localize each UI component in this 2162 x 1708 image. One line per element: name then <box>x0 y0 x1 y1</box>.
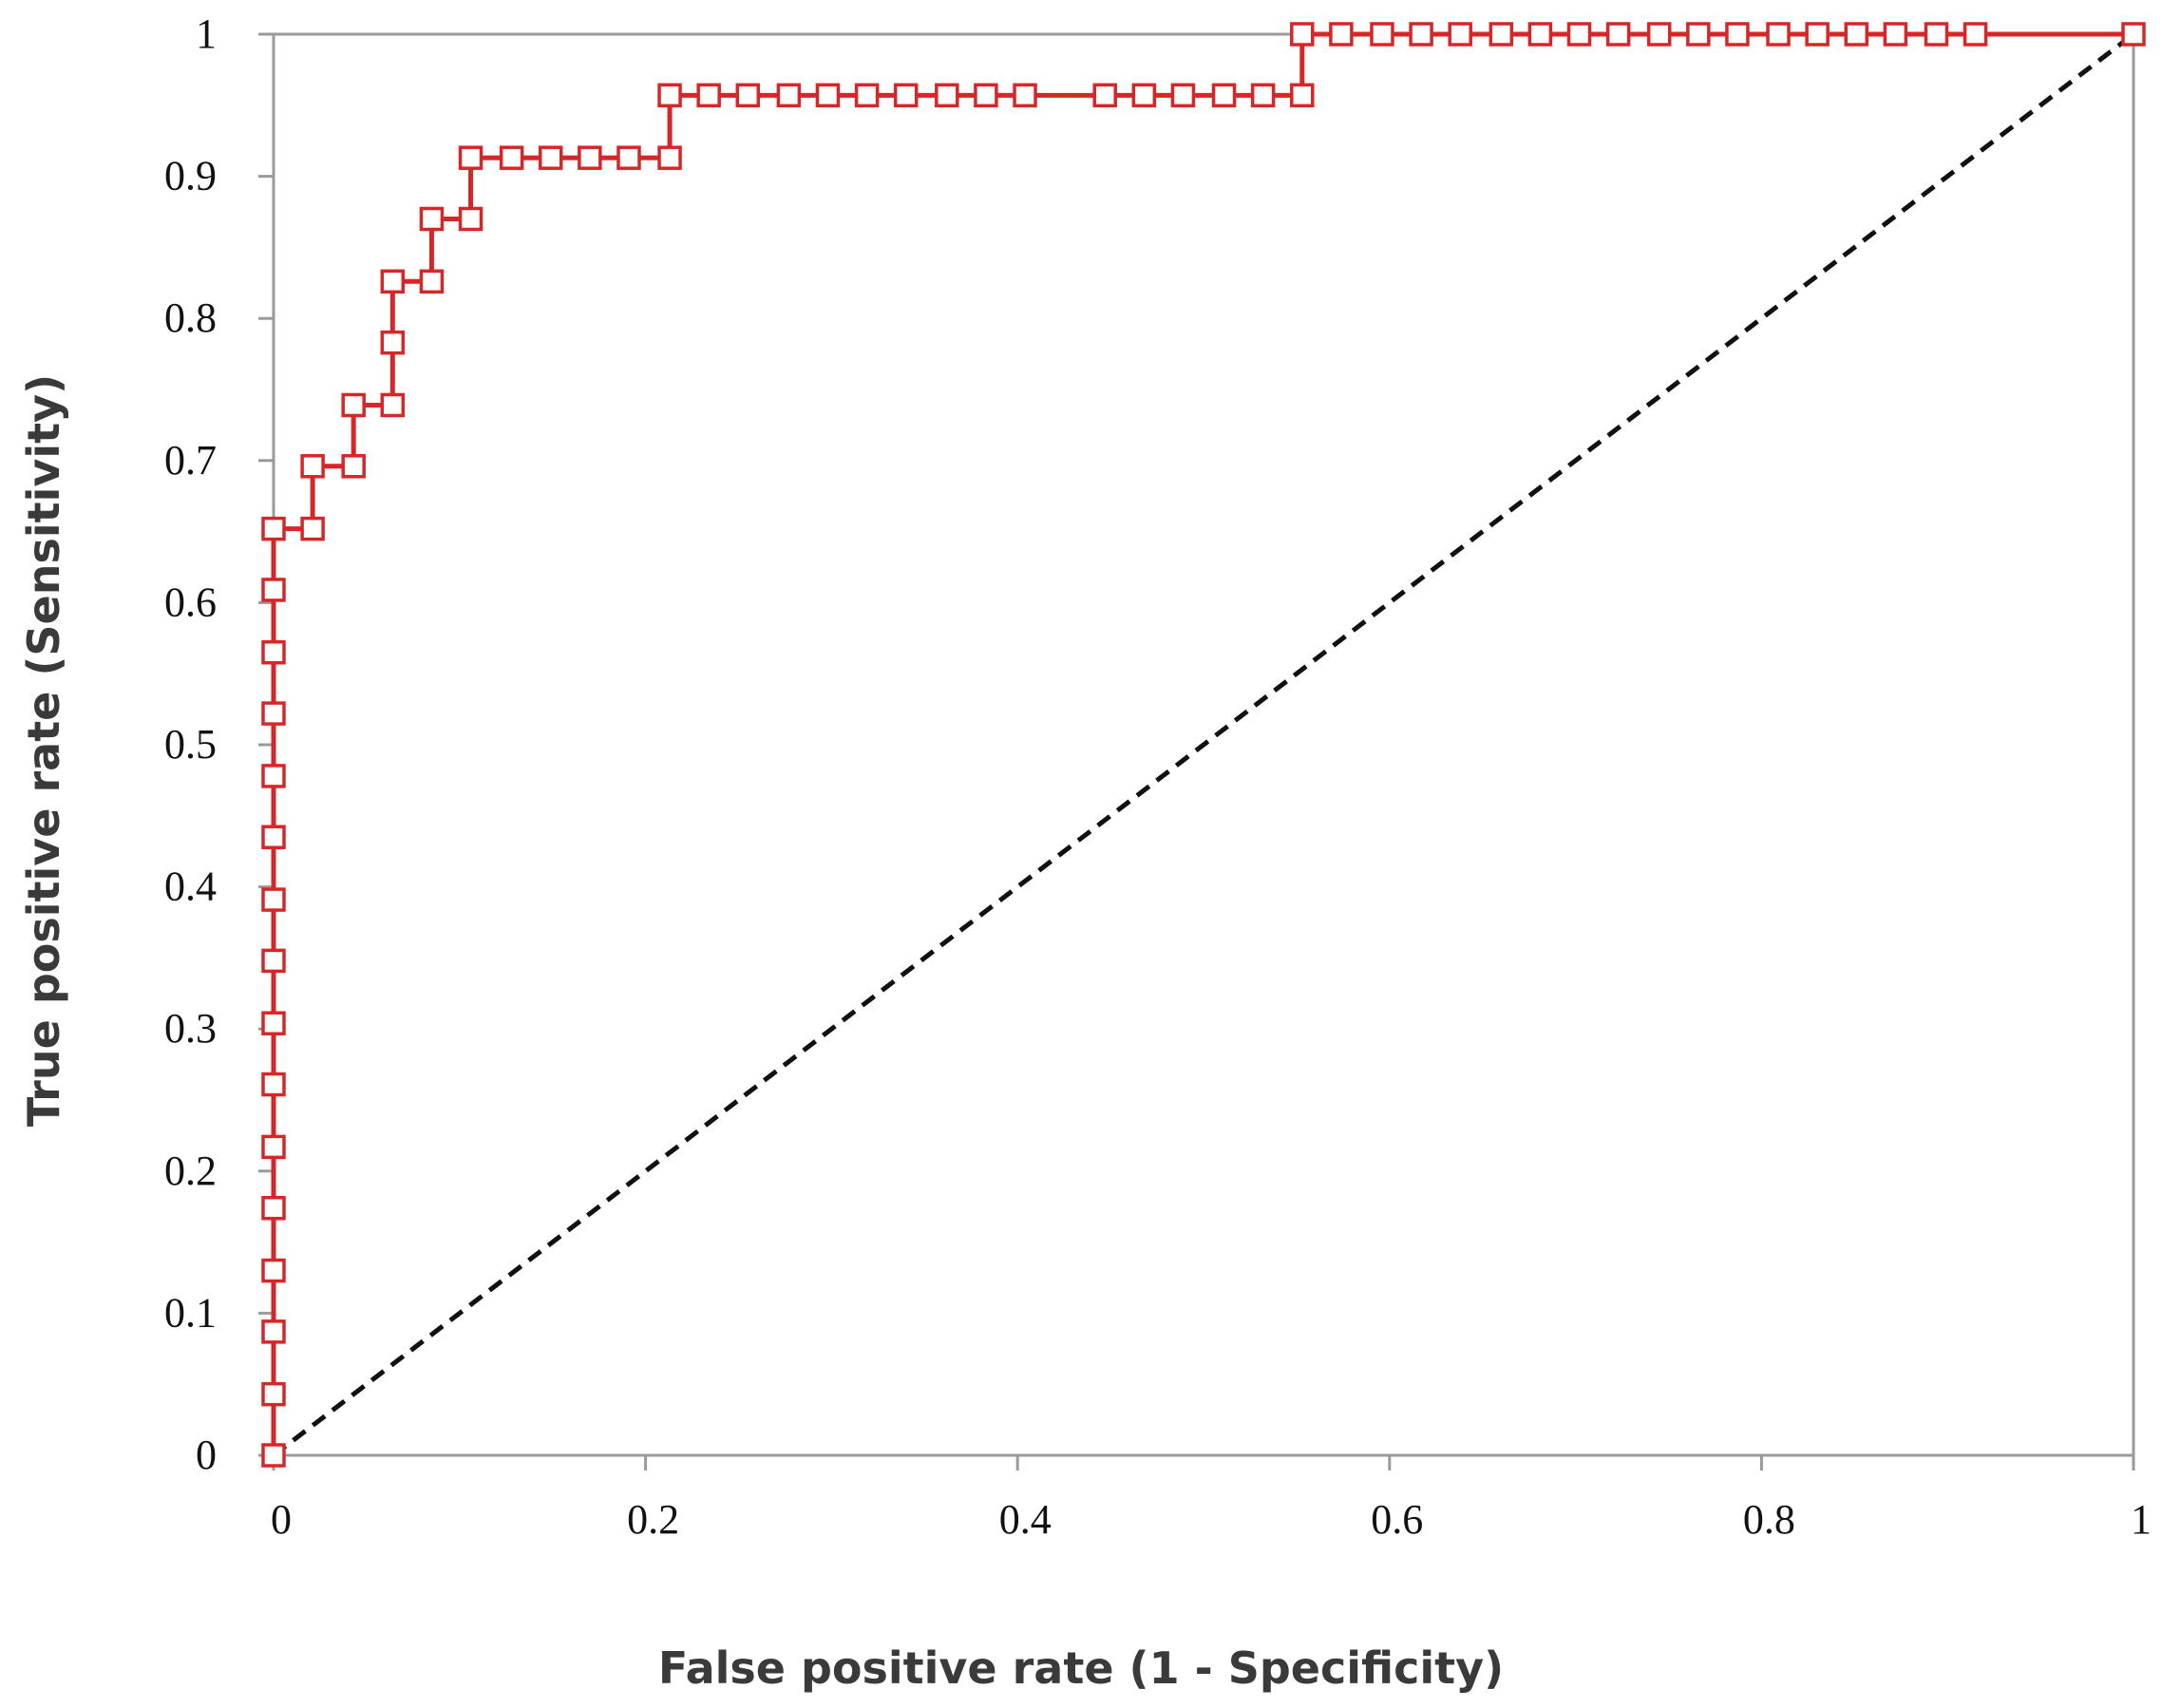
x-tick-label: 1 <box>2131 1496 2152 1543</box>
roc-point-marker <box>1646 22 1672 47</box>
roc-point-marker <box>538 145 563 170</box>
roc-point-marker <box>657 83 682 108</box>
reference-diagonal-line <box>272 32 2135 1457</box>
roc-point-marker <box>1605 22 1631 47</box>
x-tick-label: 0.6 <box>1371 1496 1423 1543</box>
y-tick-label: 0.1 <box>164 1289 217 1336</box>
y-tick-label: 0.9 <box>164 153 217 199</box>
y-tick-label: 0.8 <box>164 294 217 341</box>
roc-point-marker <box>893 83 919 108</box>
x-tick-label: 0.8 <box>1743 1496 1795 1543</box>
roc-point-marker <box>499 145 524 170</box>
roc-point-marker <box>261 701 286 726</box>
roc-point-marker <box>419 269 445 294</box>
roc-point-marker <box>261 1134 286 1160</box>
roc-point-marker <box>341 454 366 479</box>
y-tick-label: 0.4 <box>164 863 217 910</box>
x-tick-label: 0.4 <box>999 1496 1052 1543</box>
roc-point-marker <box>261 887 286 912</box>
y-tick-label: 0.2 <box>164 1148 217 1194</box>
roc-point-marker <box>458 206 484 232</box>
roc-point-marker <box>815 83 841 108</box>
roc-point-marker <box>261 578 286 602</box>
roc-point-marker <box>1686 22 1711 47</box>
roc-point-marker <box>458 145 484 170</box>
roc-point-marker <box>974 83 998 108</box>
roc-point-marker <box>1527 22 1553 47</box>
y-tick-label: 0.6 <box>164 579 217 625</box>
roc-point-marker <box>341 392 366 418</box>
roc-point-marker <box>261 1319 286 1344</box>
roc-point-marker <box>1805 22 1830 47</box>
roc-point-marker <box>1370 22 1394 47</box>
roc-point-marker <box>1170 83 1196 108</box>
roc-point-marker <box>261 516 286 541</box>
roc-point-marker <box>1924 22 1949 47</box>
roc-point-marker <box>2121 22 2146 47</box>
roc-point-marker <box>1409 22 1433 47</box>
roc-point-marker <box>1725 22 1750 47</box>
roc-point-marker <box>261 1443 286 1468</box>
roc-point-marker <box>1290 83 1315 108</box>
roc-point-marker <box>1092 83 1117 108</box>
roc-point-marker <box>261 764 286 788</box>
roc-point-marker <box>261 948 286 974</box>
x-tick-label: 0 <box>271 1496 292 1543</box>
roc-point-marker <box>1963 22 1988 47</box>
roc-point-marker <box>657 145 682 170</box>
roc-point-marker <box>935 83 959 108</box>
roc-point-marker <box>1211 83 1237 108</box>
x-axis-ticks: 0 0.2 0.4 0.6 0.8 1 <box>271 1455 2152 1543</box>
roc-point-marker <box>696 83 721 108</box>
y-tick-label: 0.3 <box>164 1005 217 1052</box>
roc-point-marker <box>261 1072 286 1097</box>
roc-point-marker <box>300 454 325 479</box>
roc-point-marker <box>261 1258 286 1283</box>
roc-point-marker <box>261 1011 286 1035</box>
roc-point-marker <box>1013 83 1037 108</box>
y-axis-title: True positive rate (Sensitivity) <box>18 374 69 1127</box>
roc-point-marker <box>1250 83 1276 108</box>
y-tick-label: 1 <box>196 10 217 57</box>
roc-point-marker <box>1566 22 1592 47</box>
roc-point-marker <box>261 1381 286 1407</box>
roc-point-marker <box>419 206 445 232</box>
roc-point-marker <box>380 330 406 355</box>
roc-point-marker <box>776 83 802 108</box>
roc-point-marker <box>1489 22 1514 47</box>
y-tick-label: 0.7 <box>164 437 217 484</box>
roc-point-marker <box>1883 22 1908 47</box>
x-tick-label: 0.2 <box>627 1496 679 1543</box>
roc-point-marker <box>261 1195 286 1221</box>
roc-point-marker <box>261 640 286 665</box>
y-tick-label: 0.5 <box>164 721 217 768</box>
roc-point-marker <box>300 516 325 541</box>
roc-point-marker <box>1329 22 1354 47</box>
roc-point-marker <box>1290 22 1315 47</box>
roc-point-marker <box>261 825 286 849</box>
roc-point-marker <box>578 145 602 170</box>
roc-point-marker <box>1448 22 1472 47</box>
roc-point-marker <box>380 392 406 418</box>
roc-point-marker <box>854 83 880 108</box>
roc-point-marker <box>380 269 406 294</box>
x-axis-title: False positive rate (1 - Specificity) <box>658 1642 1504 1694</box>
y-tick-label: 0 <box>196 1432 217 1478</box>
roc-point-marker <box>735 83 761 108</box>
y-axis-ticks: 0 0.1 0.2 0.3 0.4 0.5 0.6 0.7 0.8 0.9 1 <box>164 10 274 1478</box>
series <box>261 22 2146 1468</box>
roc-point-marker <box>1766 22 1791 47</box>
roc-point-marker <box>1131 83 1157 108</box>
roc-point-marker <box>1844 22 1869 47</box>
roc-point-marker <box>616 145 641 170</box>
